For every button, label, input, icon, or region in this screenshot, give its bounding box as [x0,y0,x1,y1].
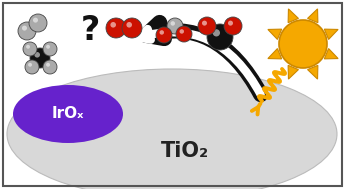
Text: ?: ? [80,15,100,47]
Circle shape [126,22,132,28]
Polygon shape [308,65,318,79]
Polygon shape [324,29,338,40]
Circle shape [198,17,216,35]
Polygon shape [268,49,282,59]
Circle shape [156,27,172,43]
Polygon shape [308,9,318,23]
Polygon shape [288,9,298,23]
Circle shape [22,26,27,31]
Polygon shape [324,49,338,59]
Circle shape [34,52,40,58]
Circle shape [33,18,38,23]
Circle shape [110,22,116,28]
Circle shape [167,18,183,34]
FancyArrowPatch shape [146,22,261,94]
Circle shape [43,42,57,56]
Circle shape [26,45,30,49]
Circle shape [25,60,39,74]
Circle shape [28,63,32,67]
Circle shape [202,21,207,26]
Ellipse shape [13,85,123,143]
FancyArrowPatch shape [139,29,261,94]
Polygon shape [268,29,282,40]
Circle shape [106,18,126,38]
Circle shape [170,21,175,26]
Ellipse shape [7,69,337,189]
Text: TiO₂: TiO₂ [161,141,209,161]
Circle shape [279,20,327,68]
Circle shape [228,21,233,26]
Circle shape [46,63,50,67]
Circle shape [46,45,50,49]
Circle shape [30,48,50,68]
Circle shape [207,24,233,50]
Circle shape [122,18,142,38]
Circle shape [224,17,242,35]
Circle shape [18,22,36,40]
Circle shape [176,26,192,42]
Circle shape [43,60,57,74]
Circle shape [23,42,37,56]
Text: IrOₓ: IrOₓ [52,106,84,122]
Circle shape [213,29,220,36]
Polygon shape [288,65,298,79]
Circle shape [159,30,164,35]
Circle shape [29,14,47,32]
Circle shape [179,29,184,34]
